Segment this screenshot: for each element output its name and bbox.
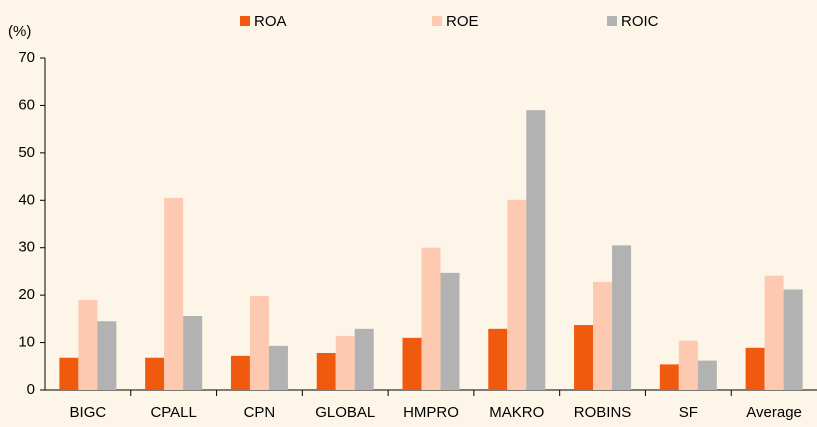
bar xyxy=(230,355,250,390)
bar xyxy=(745,347,765,390)
legend-swatch xyxy=(240,16,250,26)
legend-label: ROIC xyxy=(621,13,659,30)
legend-swatch xyxy=(432,16,442,26)
x-tick-label: HMPRO xyxy=(403,404,459,421)
bar xyxy=(183,316,203,390)
bar xyxy=(78,299,98,390)
x-tick-label: CPALL xyxy=(150,404,196,421)
bar xyxy=(59,357,79,390)
bar xyxy=(354,328,374,390)
y-tick-label: 30 xyxy=(18,239,35,256)
bar xyxy=(249,296,269,390)
bar xyxy=(574,325,594,390)
y-tick-label: 50 xyxy=(18,144,35,161)
bar xyxy=(507,199,527,390)
bar xyxy=(612,245,632,390)
bar xyxy=(783,289,803,390)
bar xyxy=(316,353,336,390)
bar xyxy=(440,272,460,390)
y-tick-label: 70 xyxy=(18,49,35,66)
bar xyxy=(335,335,355,390)
x-tick-label: BIGC xyxy=(70,404,107,421)
bar xyxy=(268,345,288,390)
x-tick-label: MAKRO xyxy=(489,404,544,421)
y-tick-label: 0 xyxy=(27,381,35,398)
bar xyxy=(526,110,546,391)
bar xyxy=(678,340,698,390)
bar xyxy=(97,321,117,390)
bar xyxy=(593,281,613,390)
bar xyxy=(659,364,679,390)
legend-swatch xyxy=(607,16,617,26)
x-tick-label: GLOBAL xyxy=(315,404,375,421)
y-tick-label: 20 xyxy=(18,286,35,303)
bar xyxy=(697,360,717,390)
bar xyxy=(764,275,784,390)
y-unit: (%) xyxy=(8,23,31,40)
x-tick-label: ROBINS xyxy=(574,404,632,421)
bar xyxy=(421,247,441,390)
x-tick-label: CPN xyxy=(244,404,276,421)
bar xyxy=(145,357,165,390)
legend-label: ROA xyxy=(254,13,287,30)
y-tick-label: 40 xyxy=(18,191,35,208)
y-tick-label: 60 xyxy=(18,96,35,113)
bar xyxy=(402,337,422,390)
legend-label: ROE xyxy=(446,13,479,30)
bar xyxy=(164,197,184,390)
y-tick-label: 10 xyxy=(18,334,35,351)
bar xyxy=(488,328,508,390)
x-tick-label: SF xyxy=(679,404,698,421)
x-tick-label: Average xyxy=(746,404,802,421)
